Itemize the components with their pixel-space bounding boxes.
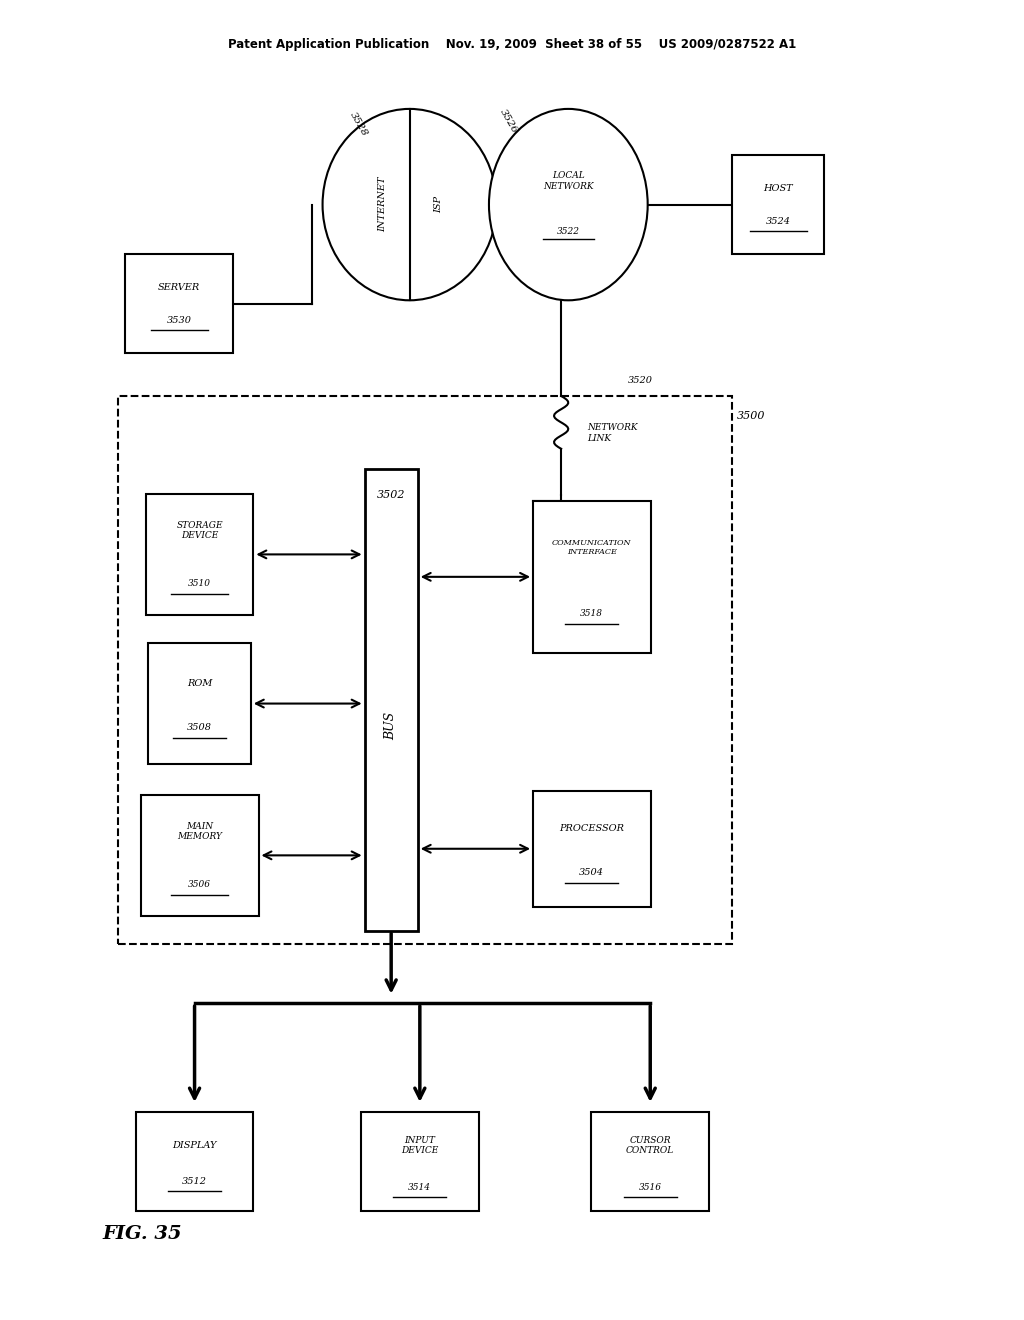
Text: Patent Application Publication    Nov. 19, 2009  Sheet 38 of 55    US 2009/02875: Patent Application Publication Nov. 19, … — [228, 38, 796, 51]
Text: SERVER: SERVER — [158, 284, 201, 292]
Text: 3526: 3526 — [499, 108, 519, 135]
Text: 3508: 3508 — [187, 723, 212, 731]
Text: STORAGE
DEVICE: STORAGE DEVICE — [176, 521, 223, 540]
Text: 3516: 3516 — [639, 1184, 662, 1192]
Text: 3524: 3524 — [766, 218, 791, 226]
Bar — [125, 253, 232, 352]
Text: 3500: 3500 — [737, 411, 766, 421]
Text: HOST: HOST — [764, 185, 793, 193]
Text: BUS: BUS — [385, 711, 397, 741]
Bar — [592, 1111, 709, 1212]
Text: 3510: 3510 — [188, 579, 211, 587]
Bar — [118, 396, 732, 944]
Text: FIG. 35: FIG. 35 — [102, 1225, 182, 1243]
Bar — [365, 469, 418, 931]
Text: 3504: 3504 — [580, 869, 604, 876]
Bar — [148, 643, 251, 764]
Text: 3502: 3502 — [377, 490, 406, 500]
Ellipse shape — [489, 110, 648, 301]
Text: 3520: 3520 — [628, 376, 652, 384]
Bar — [532, 791, 651, 907]
Ellipse shape — [323, 110, 497, 301]
Bar — [141, 795, 258, 916]
Bar — [532, 502, 651, 653]
Text: 3522: 3522 — [557, 227, 580, 235]
Text: 3530: 3530 — [167, 317, 191, 325]
Text: 3528: 3528 — [348, 111, 369, 137]
Text: DISPLAY: DISPLAY — [172, 1142, 217, 1150]
Text: INPUT
DEVICE: INPUT DEVICE — [401, 1137, 438, 1155]
Text: 3514: 3514 — [409, 1184, 431, 1192]
Text: MAIN
MEMORY: MAIN MEMORY — [177, 822, 222, 841]
Text: ISP: ISP — [434, 197, 442, 213]
Bar — [732, 154, 824, 253]
Bar — [135, 1111, 254, 1212]
Text: 3518: 3518 — [581, 610, 603, 618]
Text: CURSOR
CONTROL: CURSOR CONTROL — [626, 1137, 675, 1155]
Text: 3506: 3506 — [188, 880, 211, 888]
Text: PROCESSOR: PROCESSOR — [559, 825, 625, 833]
Text: 3512: 3512 — [182, 1177, 207, 1185]
Text: COMMUNICATION
INTERFACE: COMMUNICATION INTERFACE — [552, 539, 632, 557]
Text: INTERNET: INTERNET — [379, 177, 387, 232]
Bar — [146, 494, 254, 615]
Text: NETWORK
LINK: NETWORK LINK — [587, 424, 637, 442]
Bar — [360, 1111, 478, 1212]
Text: LOCAL
NETWORK: LOCAL NETWORK — [543, 172, 594, 190]
Text: ROM: ROM — [187, 680, 212, 688]
